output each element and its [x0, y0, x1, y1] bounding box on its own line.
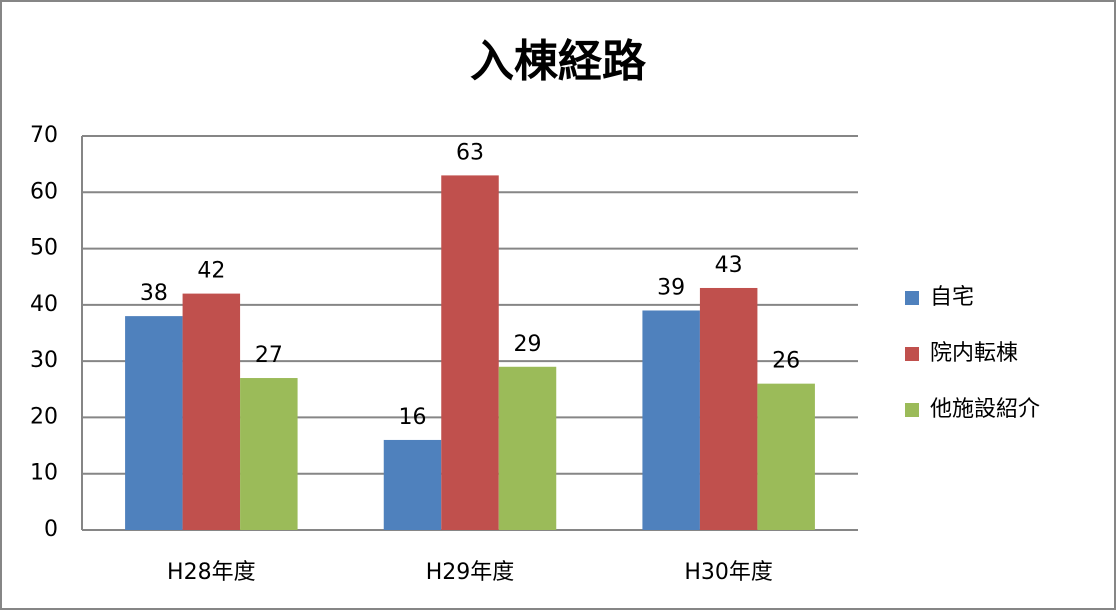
bar — [757, 383, 815, 530]
y-tick-label: 70 — [30, 123, 58, 148]
data-label: 39 — [657, 275, 685, 300]
data-label: 29 — [514, 332, 542, 357]
legend-label: 自宅 — [930, 285, 974, 310]
legend-swatch — [905, 403, 919, 417]
x-tick-label: H29年度 — [426, 560, 515, 585]
y-tick-label: 60 — [30, 179, 58, 204]
data-label: 43 — [715, 253, 743, 278]
y-tick-label: 0 — [44, 517, 58, 542]
y-tick-label: 10 — [30, 461, 58, 486]
bar — [642, 310, 700, 530]
data-label: 63 — [456, 140, 484, 165]
x-tick-label: H30年度 — [684, 560, 773, 585]
chart-title: 入棟経路 — [470, 36, 647, 87]
legend-swatch — [905, 291, 919, 305]
y-tick-label: 50 — [30, 236, 58, 261]
legend-label: 他施設紹介 — [930, 397, 1040, 422]
bar — [699, 287, 758, 530]
data-label: 26 — [772, 349, 800, 374]
y-tick-label: 30 — [30, 348, 58, 373]
y-tick-label: 20 — [30, 404, 58, 429]
data-label: 27 — [255, 343, 283, 368]
bar — [383, 439, 442, 530]
x-tick-label: H28年度 — [167, 560, 256, 585]
data-label: 42 — [197, 259, 225, 284]
data-label: 38 — [140, 281, 168, 306]
bar — [240, 378, 298, 530]
bar — [125, 316, 183, 530]
legend-swatch — [905, 347, 919, 361]
data-label: 16 — [399, 405, 427, 430]
bar — [441, 175, 499, 530]
bar — [182, 293, 241, 530]
bar — [498, 366, 557, 530]
y-tick-label: 40 — [30, 292, 58, 317]
legend-label: 院内転棟 — [930, 341, 1018, 366]
